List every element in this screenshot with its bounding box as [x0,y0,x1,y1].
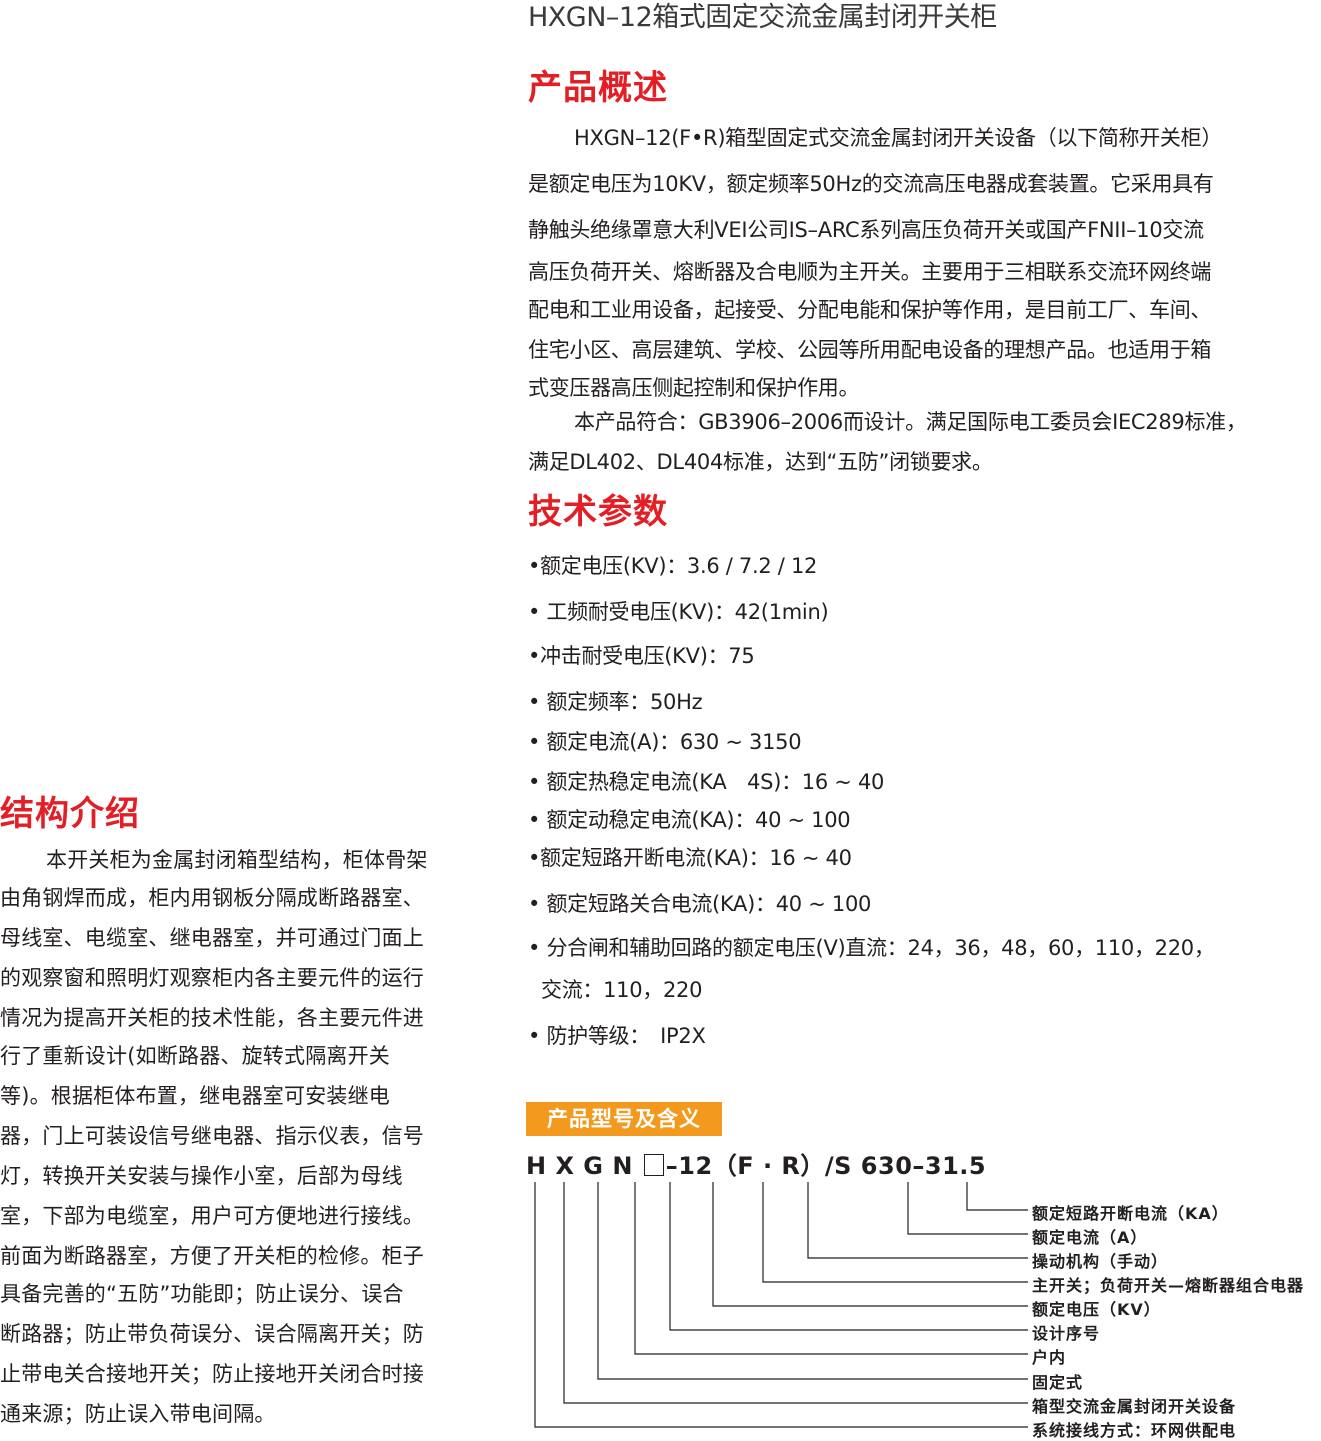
connector-line [597,1182,1028,1380]
overview-line: 本产品符合：GB3906–2006而设计。满足国际电工委员会IEC289标准， [574,410,1247,434]
structure-line: 断路器；防止带负荷误分、误合隔离开关；防 [0,1322,424,1346]
structure-line: 的观察窗和照明灯观察柜内各主要元件的运行 [0,966,424,990]
structure-line: 通来源；防止误入带电间隔。 [0,1402,276,1426]
overview-line: 住宅小区、高层建筑、学校、公园等所用配电设备的理想产品。也适用于箱 [528,338,1212,362]
overview-line: 高压负荷开关、熔断器及合电顺为主开关。主要用于三相联系交流环网终端 [528,260,1212,284]
structure-line: 具备完善的“五防”功能即；防止误分、误合 [0,1282,404,1306]
legend-item: 系统接线方式：环网供配电 [1032,1421,1237,1440]
connector-line [966,1182,1028,1211]
tech-item: 交流：110，220 [541,978,703,1002]
legend-item: 额定短路开断电流（KA） [1032,1204,1229,1223]
tech-item: • 额定频率：50Hz [528,690,703,714]
structure-line: 等)。根据柜体布置，继电器室可安装继电 [0,1084,390,1108]
design-number-box [643,1154,664,1176]
model-badge: 产品型号及含义 [526,1102,722,1136]
connector-line [634,1182,1028,1355]
legend-item: 户内 [1032,1348,1067,1367]
legend-item: 额定电压（KV） [1032,1300,1161,1319]
overview-line: 配电和工业用设备，起接受、分配电能和保护等作用，是目前工厂、车间、 [528,298,1212,322]
tech-item: • 额定短路关合电流(KA)：40 ~ 100 [528,892,872,916]
overview-line: 是额定电压为10KV，额定频率50Hz的交流高压电器成套装置。它采用具有 [528,172,1214,196]
structure-line: 行了重新设计(如断路器、旋转式隔离开关 [0,1044,390,1068]
legend-item: 额定电流（A） [1032,1228,1148,1247]
tech-item: • 工频耐受电压(KV)：42(1min) [528,600,829,624]
structure-heading: 结构介绍 [0,794,140,834]
structure-line: 前面为断路器室，方便了开关柜的检修。柜子 [0,1244,424,1268]
legend-item: 箱型交流金属封闭开关设备 [1032,1397,1237,1416]
tech-item: •额定短路开断电流(KA)：16 ~ 40 [528,846,852,870]
tech-item: • 防护等级： IP2X [528,1024,706,1048]
model-code-prefix: H X G N [526,1152,642,1180]
legend-item: 操动机构（手动） [1032,1252,1169,1271]
connector-line [907,1182,1028,1235]
overview-line: 静触头绝缘罩意大利VEI公司IS–ARC系列高压负荷开关或国产FNII–10交流 [528,218,1204,242]
overview-line: 满足DL402、DL404标准，达到“五防”闭锁要求。 [528,450,993,474]
structure-line: 由角钢焊而成，柜内用钢板分隔成断路器室、 [0,886,424,910]
overview-line: 式变压器高压侧起控制和保护作用。 [528,376,860,400]
tech-item: • 额定电流(A)：630 ~ 3150 [528,730,802,754]
tech-item: • 分合闸和辅助回路的额定电压(V)直流：24，36，48，60，110，220… [528,936,1215,960]
connector-line [534,1182,1028,1428]
tech-heading: 技术参数 [528,492,668,532]
connector-line [807,1182,1028,1259]
legend-item: 主开关；负荷开关—熔断器组合电器 [1032,1276,1305,1295]
structure-line: 母线室、电缆室、继电器室，并可通过门面上 [0,926,424,950]
legend-item: 设计序号 [1032,1324,1101,1343]
overview-heading: 产品概述 [528,68,668,108]
tech-item: •冲击耐受电压(KV)：75 [528,644,755,668]
connector-line [563,1182,1028,1404]
overview-line: HXGN–12(F•R)箱型固定式交流金属封闭开关设备（以下简称开关柜） [574,126,1223,150]
page-title: HXGN–12箱式固定交流金属封闭开关柜 [528,2,997,33]
connector-line [669,1182,1028,1331]
connector-line [712,1182,1028,1307]
tech-item: • 额定动稳定电流(KA)：40 ~ 100 [528,808,851,832]
structure-line: 室，下部为电缆室，用户可方便地进行接线。 [0,1204,424,1228]
model-code-suffix: –12（F · R）/S 630–31.5 [665,1152,987,1180]
structure-line: 本开关柜为金属封闭箱型结构，柜体骨架 [46,848,428,872]
legend-item: 固定式 [1032,1373,1084,1392]
tech-item: •额定电压(KV)：3.6 / 7.2 / 12 [528,554,818,578]
structure-line: 止带电关合接地开关；防止接地开关闭合时接 [0,1362,424,1386]
model-code: H X G N –12（F · R）/S 630–31.5 [526,1146,986,1181]
structure-line: 器，门上可装设信号继电器、指示仪表，信号 [0,1124,424,1148]
structure-line: 灯，转换开关安装与操作小室，后部为母线 [0,1164,403,1188]
connector-line [762,1182,1028,1283]
structure-line: 情况为提高开关柜的技术性能，各主要元件进 [0,1006,424,1030]
tech-item: • 额定热稳定电流(KA 4S)：16 ~ 40 [528,770,885,794]
